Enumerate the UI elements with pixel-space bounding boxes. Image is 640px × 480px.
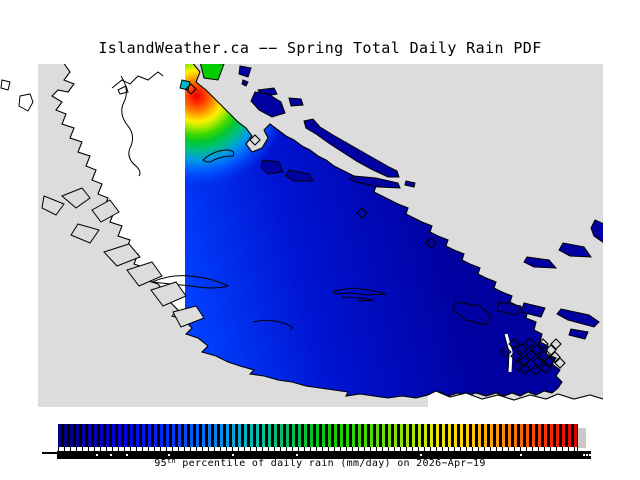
station-diamond-marker (356, 207, 368, 219)
cyan-islet (179, 79, 191, 91)
caption-ordinal: th (166, 457, 176, 465)
station-diamond-marker (510, 350, 522, 362)
figure-caption: 95th percentile of daily rain (mm/day) o… (0, 457, 640, 469)
station-diamond-marker (508, 338, 520, 350)
station-diamond-marker (518, 355, 530, 367)
station-diamond-marker (249, 134, 261, 146)
colorbar-shadow (578, 428, 586, 448)
station-diamond-marker (540, 362, 552, 374)
station-diamond-marker (512, 360, 524, 372)
lake-outlines (202, 149, 387, 331)
station-diamond-marker (545, 344, 557, 356)
olympic-coastline (427, 390, 603, 401)
saanich-inlet-outline (503, 333, 510, 373)
caption-text: percentile of daily rain (mm/day) on 202… (175, 458, 486, 469)
axis-left-dash (42, 452, 57, 454)
station-diamond-marker (524, 337, 536, 349)
station-diamond-marker (525, 349, 537, 361)
olympic-peninsula (428, 391, 603, 407)
station-diamond-marker (516, 343, 528, 355)
caption-number: 95 (154, 458, 167, 469)
station-diamond-marker (537, 338, 549, 350)
strait-islands (238, 65, 603, 340)
station-diamond-marker (425, 237, 437, 249)
west-coast-inlets (41, 187, 205, 328)
colorbar-axis-labels-band (57, 451, 591, 459)
station-diamond-marker (185, 83, 197, 95)
station-diamond-marker (543, 356, 555, 368)
margin-islets (0, 79, 34, 112)
quadra-island-green (199, 64, 225, 81)
station-markers (185, 83, 566, 376)
station-diamond-marker (554, 357, 566, 369)
station-diamond-marker (500, 346, 512, 358)
station-diamond-marker (531, 344, 543, 356)
station-diamond-marker (550, 338, 562, 350)
figure-title: IslandWeather.ca −− Spring Total Daily R… (98, 39, 542, 57)
colorbar (58, 424, 578, 447)
station-diamond-marker (549, 351, 561, 363)
station-diamond-marker (538, 350, 550, 362)
station-diamond-marker (530, 364, 542, 376)
west-island-outlines (111, 71, 230, 289)
